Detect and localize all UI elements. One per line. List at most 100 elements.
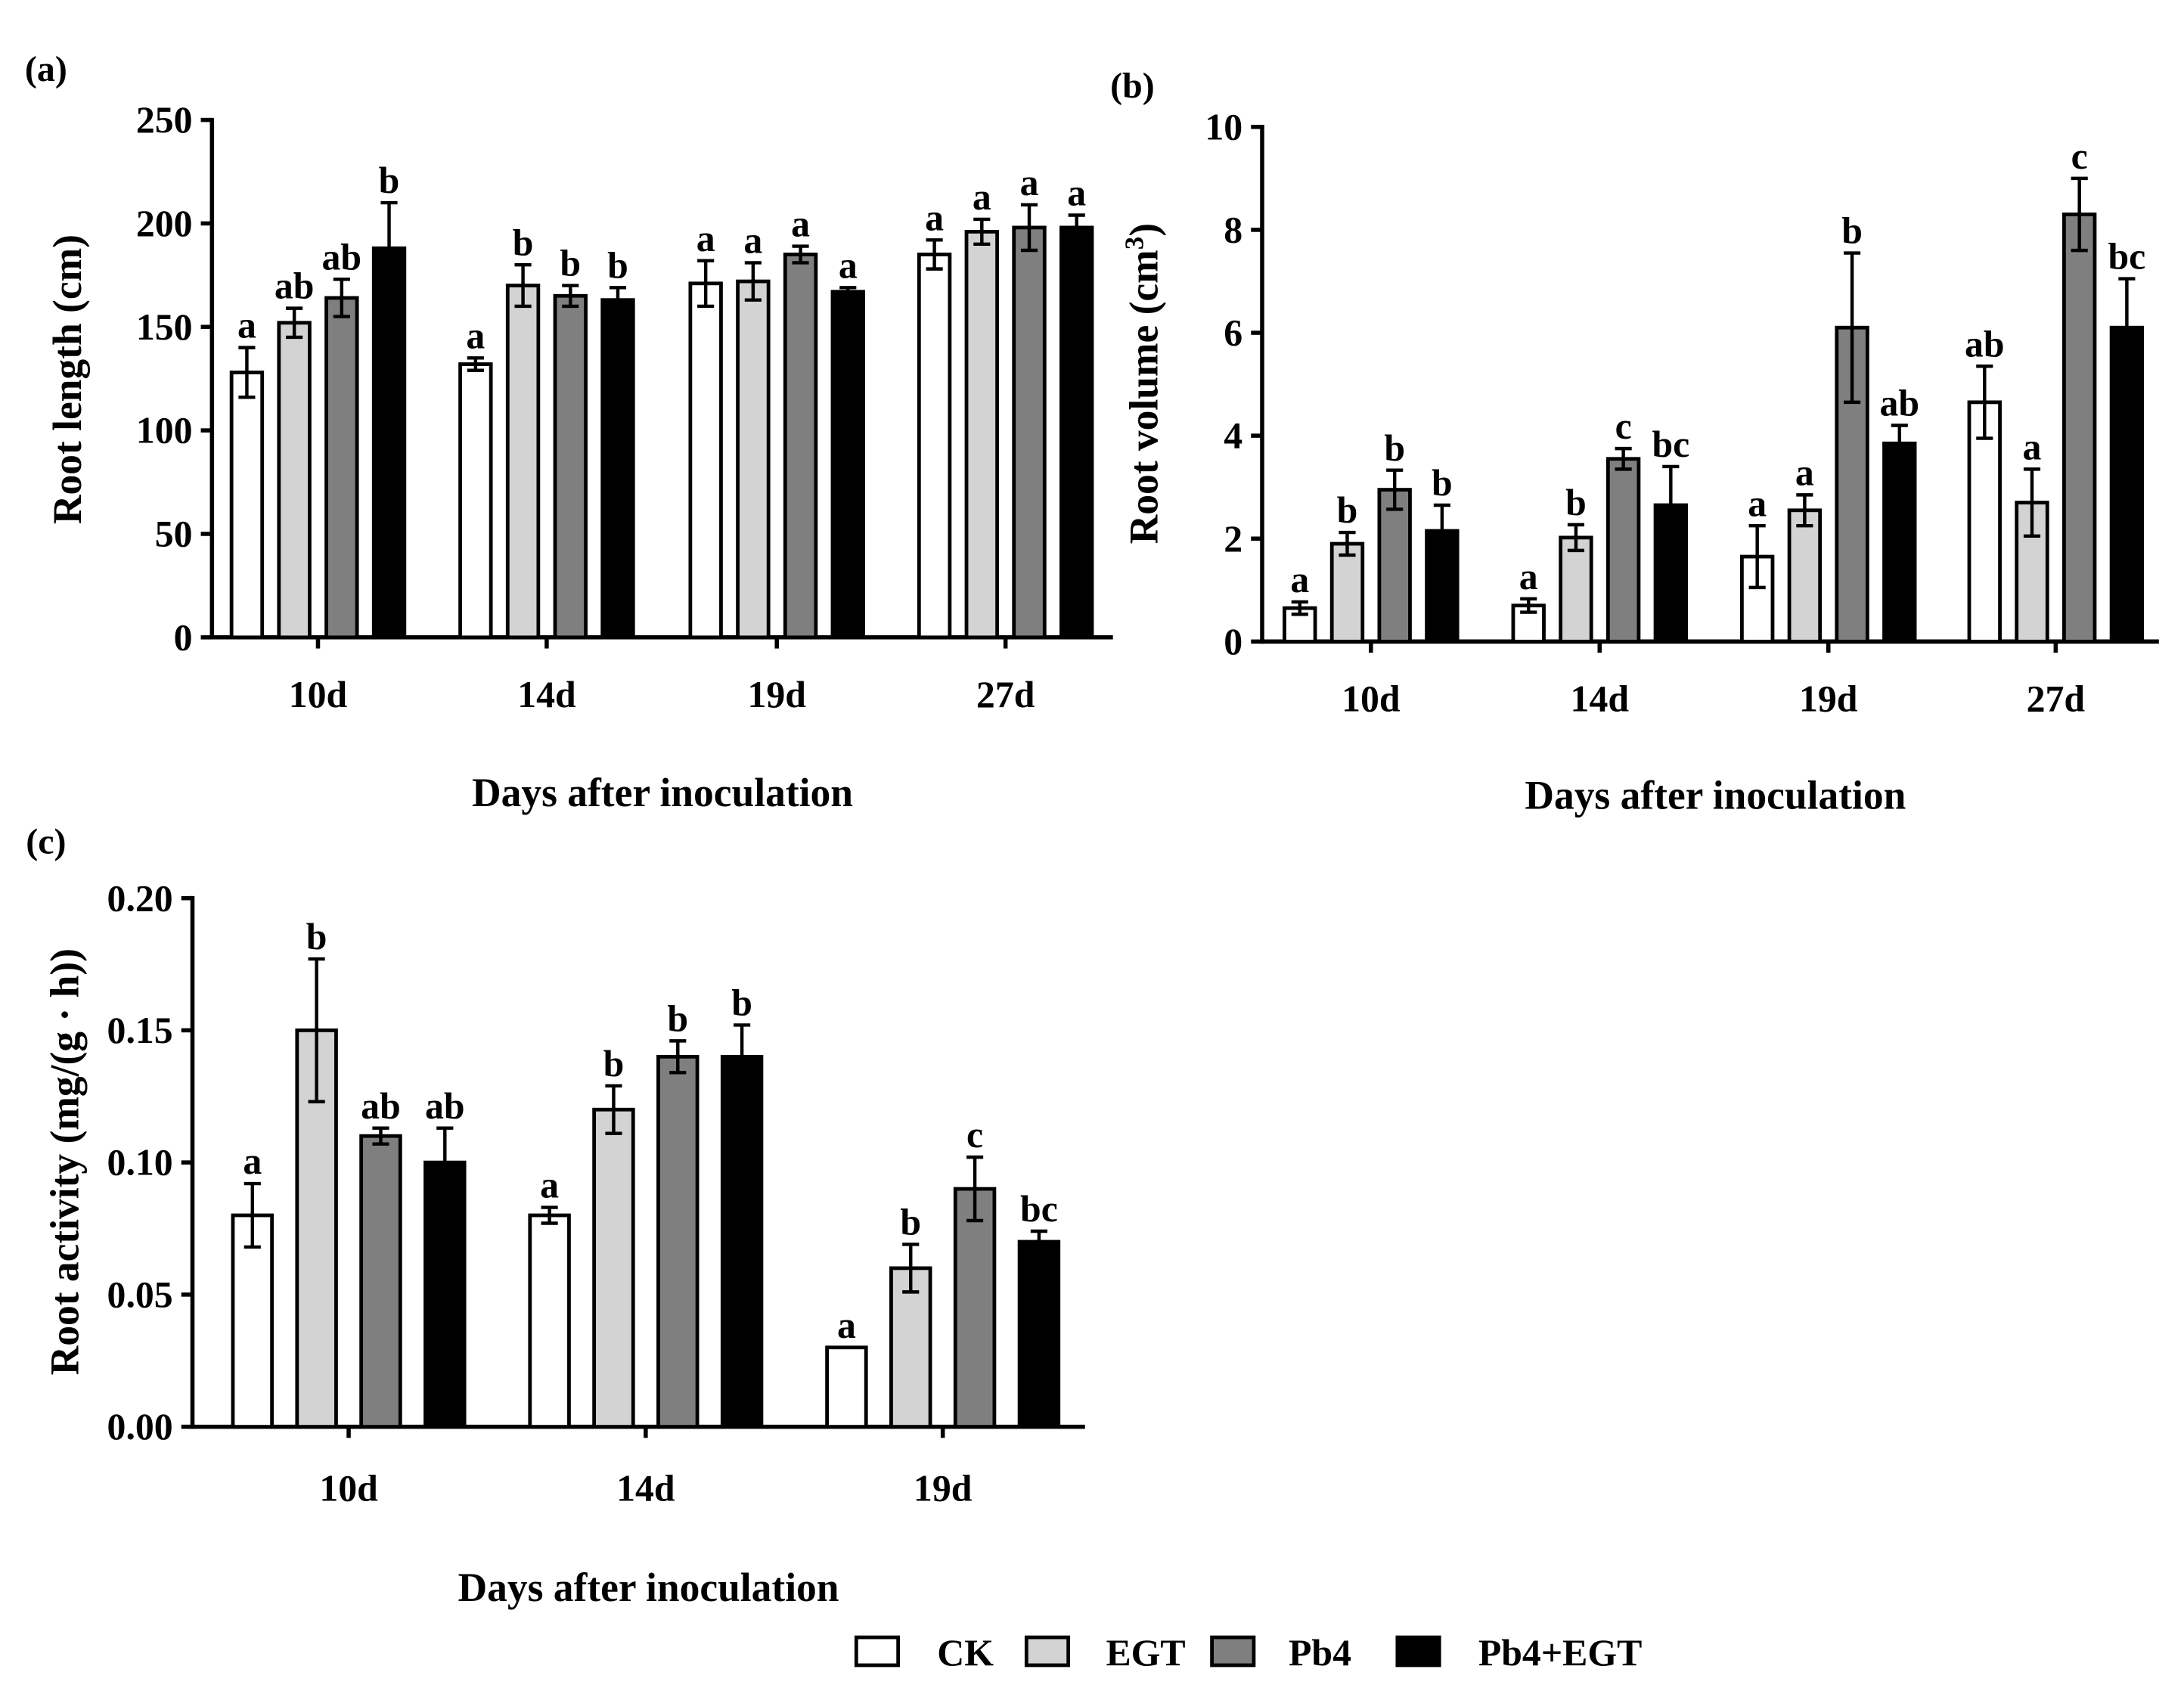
bar [2062, 213, 2097, 644]
significance-letter: a [1519, 556, 1538, 597]
significance-letter: a [1290, 559, 1309, 600]
bar [656, 1054, 700, 1429]
x-tick-label: 10d [289, 674, 348, 715]
bar [783, 253, 818, 640]
x-tick-label: 19d [1799, 678, 1858, 720]
significance-letter: a [1067, 172, 1086, 214]
panel-label: (b) [1110, 66, 1155, 106]
significance-letter: a [1795, 451, 1814, 493]
significance-letter: b [1384, 427, 1405, 469]
legend-label: CK [937, 1632, 994, 1674]
significance-letter: a [1020, 162, 1039, 203]
significance-letter: a [839, 244, 858, 286]
significance-letter: a [696, 218, 715, 259]
bar [458, 362, 493, 640]
bar [1605, 457, 1641, 644]
y-tick-label: 0.20 [107, 877, 173, 919]
x-tick-label: 14d [517, 674, 576, 715]
x-tick-label: 14d [616, 1467, 675, 1509]
x-axis-label: Days after inoculation [472, 770, 853, 815]
legend: CK EGT Pb4 Pb4+EGT [854, 1632, 1642, 1674]
bar [889, 1266, 932, 1429]
legend-swatch [1395, 1635, 1441, 1668]
bar [1787, 508, 1823, 644]
x-tick-label: 10d [319, 1467, 378, 1509]
bar [359, 1134, 402, 1429]
legend-swatch [854, 1635, 901, 1668]
significance-letter: ab [361, 1085, 401, 1127]
x-tick-label: 14d [1571, 678, 1630, 720]
bar [953, 1187, 997, 1429]
bar [736, 279, 771, 640]
significance-letter: b [513, 222, 534, 263]
legend-swatch [1024, 1635, 1071, 1668]
significance-letter: a [791, 203, 810, 245]
y-axis-label: Root volume (cm3) [1119, 223, 1167, 544]
significance-letter: b [1565, 482, 1587, 523]
legend-label: EGT [1106, 1632, 1185, 1674]
bar [277, 321, 312, 640]
y-tick-label: 0.05 [107, 1274, 173, 1315]
bar [688, 281, 723, 640]
significance-letter: b [607, 244, 628, 286]
x-tick-label: 27d [2027, 678, 2086, 720]
y-tick-label: 0.00 [107, 1406, 173, 1447]
significance-letter: a [925, 197, 944, 238]
significance-letter: a [973, 176, 991, 218]
y-tick-label: 0 [174, 616, 193, 658]
x-axis-label: Days after inoculation [458, 1565, 839, 1610]
bar [371, 246, 407, 640]
y-axis-label: Root activity (mg/(g · h)) [42, 948, 87, 1375]
bar [825, 1345, 868, 1429]
significance-letter: bc [1652, 424, 1689, 465]
significance-letter: c [1615, 405, 1632, 447]
significance-letter: b [667, 997, 688, 1039]
panel-c-root-activity-chart: (c) 0.00 0.05 0.10 0.15 0.20 10d 14d 19d Days aft… [26, 822, 1085, 1610]
bar [1012, 225, 1047, 640]
bar [324, 296, 359, 640]
y-tick-label: 4 [1224, 415, 1242, 457]
significance-letter: bc [2108, 236, 2145, 278]
bar [1882, 441, 1917, 644]
significance-letter: b [1432, 462, 1453, 504]
significance-letter: a [237, 305, 256, 346]
significance-letter: ab [275, 265, 315, 307]
x-tick-label: 10d [1342, 678, 1401, 720]
significance-letter: ab [1879, 383, 1919, 424]
significance-letter: ab [322, 236, 362, 278]
legend-label: Pb4 [1289, 1632, 1351, 1674]
panel-b-root-volume-chart: (b) 0 2 4 6 8 10 10d 14d 19d 27d Days after inocula… [1110, 66, 2159, 818]
y-tick-label: 8 [1224, 209, 1242, 251]
x-tick-label: 19d [747, 674, 806, 715]
significance-letter: a [837, 1305, 856, 1346]
significance-letter: c [2071, 135, 2088, 177]
bar [1377, 488, 1412, 644]
bar [830, 290, 865, 640]
x-tick-label: 27d [976, 674, 1035, 715]
significance-letter: b [900, 1202, 921, 1243]
y-tick-label: 250 [136, 99, 193, 141]
significance-letter: b [1841, 210, 1863, 252]
y-tick-label: 200 [136, 203, 193, 244]
legend-swatch [1210, 1635, 1256, 1668]
x-tick-label: 19d [914, 1467, 973, 1509]
y-tick-label: 100 [136, 410, 193, 451]
bar [229, 371, 265, 640]
bar [423, 1160, 467, 1429]
panel-a-root-length-chart: (a) 0 50 100 150 200 250 10d 14d 19d 27d Days after… [25, 49, 1113, 815]
significance-letter: a [466, 315, 485, 356]
significance-letter: b [731, 982, 752, 1023]
significance-letter: a [540, 1165, 559, 1206]
significance-letter: a [743, 220, 762, 262]
bar [505, 284, 541, 640]
panel-label: (c) [26, 822, 66, 862]
y-tick-label: 6 [1224, 312, 1242, 354]
bar [553, 293, 588, 640]
significance-letter: a [2023, 426, 2042, 467]
significance-letter: ab [1965, 323, 2005, 365]
bar [592, 1107, 635, 1429]
significance-letter: b [306, 916, 327, 957]
bar [1329, 541, 1365, 644]
bar [917, 253, 952, 640]
